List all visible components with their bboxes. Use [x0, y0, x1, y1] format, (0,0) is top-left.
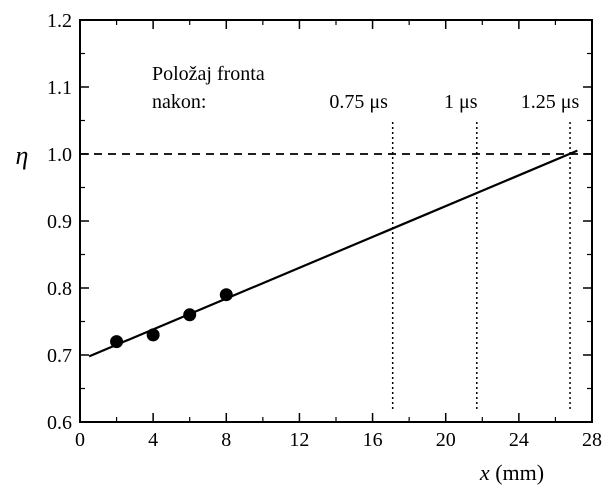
fit-line	[88, 149, 578, 358]
front-marker-label: 1 μs	[444, 91, 478, 113]
front-marker-label: 1.25 μs	[521, 91, 580, 113]
x-tick-label: 28	[582, 429, 602, 451]
data-point	[146, 328, 160, 342]
y-tick-label: 0.6	[47, 412, 72, 434]
y-tick-label: 1.2	[47, 10, 72, 32]
y-tick-label: 1.1	[47, 77, 72, 99]
plot-layer: 0 4 8 12 16 20 24 28 0.6 0.7 0.8 0.9 1.0 1.1 1.2 0.75 μ…	[47, 10, 602, 451]
annotation-line-2: nakon:	[152, 91, 206, 113]
annotation-line-1: Položaj fronta	[152, 63, 265, 85]
x-tick-label: 16	[363, 429, 383, 451]
y-tick-label: 0.8	[47, 278, 72, 300]
front-marker-label: 0.75 μs	[329, 91, 388, 113]
x-axis-label: x (mm)	[479, 460, 544, 485]
data-point	[183, 308, 197, 322]
x-tick-label: 24	[509, 429, 529, 451]
x-axis-label-var: x	[479, 460, 490, 485]
x-axis-label-unit: (mm)	[490, 460, 544, 485]
x-tick-label: 4	[148, 429, 158, 451]
y-axis-label: η	[16, 141, 29, 170]
x-tick-label: 12	[289, 429, 309, 451]
x-tick-label: 20	[436, 429, 456, 451]
y-tick-label: 1.0	[47, 144, 72, 166]
y-tick-label: 0.9	[47, 211, 72, 233]
x-tick-label: 8	[221, 429, 231, 451]
data-point	[110, 335, 124, 349]
data-point	[219, 288, 233, 302]
x-tick-label: 0	[75, 429, 85, 451]
y-tick-label: 0.7	[47, 345, 72, 367]
